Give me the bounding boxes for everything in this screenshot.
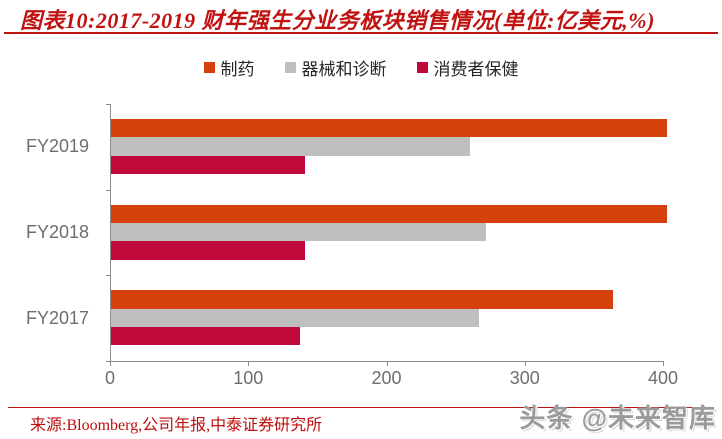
y-category-label: FY2017 — [25, 307, 89, 328]
figure-title: 图表10:2017-2019 财年强生分业务板块销售情况(单位:亿美元,%) — [20, 8, 655, 33]
legend-item-pharma: 制药 — [203, 55, 255, 80]
chart-legend: 制药 器械和诊断 消费者保健 — [0, 55, 722, 80]
bar-fy2019-consumer-health — [111, 155, 305, 174]
x-tick-label: 0 — [104, 368, 115, 388]
legend-item-devices-diagnostics: 器械和诊断 — [284, 55, 387, 80]
x-tick-label: 400 — [647, 368, 679, 388]
legend-swatch-pharma — [203, 62, 215, 73]
source-note: 来源:Bloomberg,公司年报,中泰证券研究所 — [30, 417, 323, 434]
x-tick-label: 200 — [371, 368, 402, 388]
bar-fy2017-consumer-health — [111, 326, 301, 346]
y-axis-line — [110, 104, 111, 361]
legend-swatch-devices-diagnostics — [284, 62, 296, 73]
bar-fy2019-pharma — [111, 119, 667, 138]
legend-swatch-consumer-health — [416, 62, 428, 73]
x-axis-tick — [248, 361, 250, 366]
y-axis-tick — [106, 275, 111, 277]
bar-fy2017-devices-diagnostics — [111, 308, 479, 327]
legend-label: 消费者保健 — [433, 60, 519, 79]
x-tick-label: 300 — [509, 368, 540, 388]
legend-label: 器械和诊断 — [301, 60, 387, 79]
y-category-label: FY2019 — [25, 136, 89, 157]
title-underline — [4, 32, 718, 34]
y-axis-tick — [106, 104, 111, 105]
bar-fy2018-devices-diagnostics — [111, 222, 486, 242]
watermark: 头条 @未来智库 — [519, 403, 716, 433]
bar-fy2017-pharma — [111, 290, 613, 309]
x-axis-tick — [663, 361, 664, 366]
legend-label: 制药 — [220, 60, 255, 79]
y-axis-tick — [106, 189, 111, 191]
x-axis-tick — [110, 361, 111, 366]
bar-fy2018-pharma — [111, 204, 667, 223]
x-axis-tick — [386, 361, 388, 366]
footer-divider — [8, 407, 714, 408]
bar-fy2019-devices-diagnostics — [111, 137, 471, 156]
y-category-label: FY2018 — [25, 221, 89, 242]
bar-fy2018-consumer-health — [111, 241, 305, 260]
y-axis-tick — [106, 361, 111, 362]
legend-item-consumer-health: 消费者保健 — [416, 55, 519, 80]
x-axis-tick — [524, 361, 526, 366]
x-tick-label: 100 — [233, 368, 264, 388]
